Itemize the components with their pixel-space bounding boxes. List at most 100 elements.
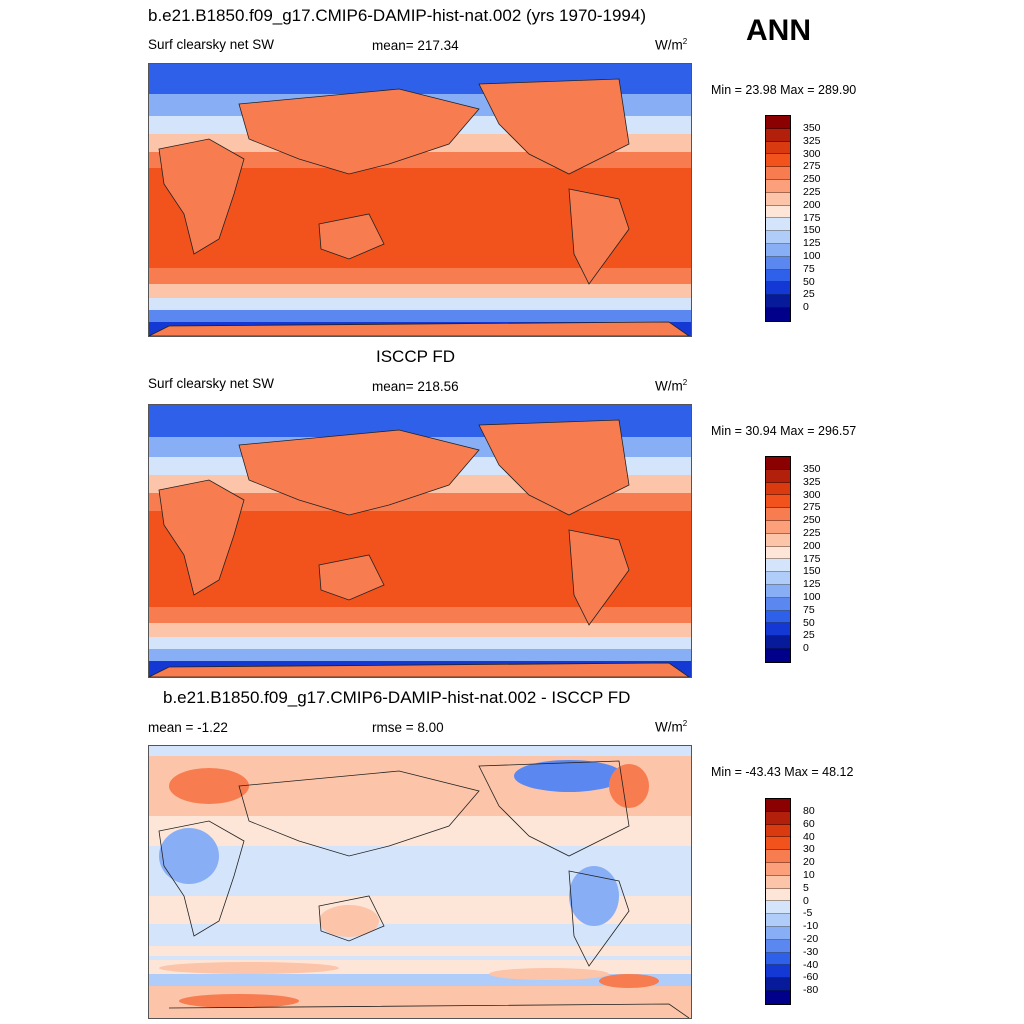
continent-africa (158, 479, 245, 596)
colorbar-tick-label: 250 (803, 514, 821, 527)
panel-1-land (149, 78, 690, 336)
colorbar-tick-label: 325 (803, 475, 821, 488)
colorbar-swatch (766, 914, 790, 927)
continent-south-america (568, 870, 630, 967)
continent-antarctica (149, 321, 690, 336)
colorbar-swatch (766, 282, 790, 296)
colorbar-swatch (766, 850, 790, 863)
continent-antarctica (168, 1003, 690, 1018)
panel-1-map (148, 63, 692, 337)
colorbar-tick-label: 275 (803, 160, 821, 173)
colorbar-swatch (766, 533, 790, 547)
colorbar-swatch (766, 965, 790, 979)
colorbar-tick-label: 75 (803, 603, 815, 616)
colorbar-tick-label: 80 (803, 805, 815, 817)
colorbar-tick-label: 25 (803, 629, 815, 642)
panel-3-map (148, 745, 692, 1019)
continent-africa (158, 820, 245, 937)
colorbar-tick-label: -60 (803, 971, 819, 984)
continent-asia (238, 770, 480, 857)
continent-asia (238, 88, 480, 175)
colorbar-tick-label: 20 (803, 856, 815, 869)
colorbar-tick-label: 100 (803, 250, 821, 262)
panel-2-minmax: Min = 30.94 Max = 296.57 (711, 424, 857, 438)
colorbar-swatch (766, 469, 790, 483)
colorbar-swatch (766, 218, 790, 232)
colorbar-tick-label: 0 (803, 301, 809, 314)
colorbar-swatch (766, 837, 790, 851)
colorbar-tick-label: 200 (803, 198, 821, 211)
panel-3-colorbar (765, 798, 791, 1005)
colorbar-tick-label: 275 (803, 501, 821, 514)
continent-australia (318, 554, 385, 601)
colorbar-tick-label: 325 (803, 134, 821, 147)
colorbar-tick-label: 350 (803, 463, 821, 475)
panel-3-title: b.e21.B1850.f09_g17.CMIP6-DAMIP-hist-nat… (163, 688, 631, 707)
colorbar-swatch (766, 952, 790, 966)
panel-1-colorbar (765, 115, 791, 322)
colorbar-tick-label: 75 (803, 262, 815, 275)
continent-australia (318, 895, 385, 942)
colorbar-swatch (766, 978, 790, 991)
colorbar-tick-label: 225 (803, 527, 821, 539)
colorbar-tick-label: 125 (803, 237, 821, 250)
colorbar-swatch (766, 205, 790, 219)
panel-2-map-svg (149, 405, 691, 677)
colorbar-tick-label: 30 (803, 843, 815, 856)
panel-1-title: b.e21.B1850.f09_g17.CMIP6-DAMIP-hist-nat… (148, 6, 646, 25)
colorbar-tick-label: 25 (803, 288, 815, 301)
colorbar-swatch (766, 862, 790, 876)
panel-2-map (148, 404, 692, 678)
colorbar-swatch (766, 179, 790, 193)
colorbar-tick-label: 225 (803, 186, 821, 198)
colorbar-swatch (766, 799, 790, 812)
colorbar-tick-label: 5 (803, 881, 809, 894)
colorbar-swatch (766, 457, 790, 470)
colorbar-swatch (766, 648, 790, 662)
colorbar-swatch (766, 584, 790, 598)
continent-south-america (568, 188, 630, 285)
colorbar-tick-label: 50 (803, 616, 815, 629)
colorbar-swatch (766, 482, 790, 496)
colorbar-tick-label: 150 (803, 565, 821, 578)
colorbar-tick-label: -80 (803, 984, 819, 997)
colorbar-tick-label: 300 (803, 488, 821, 501)
panel-1-units: W/m2 (655, 37, 688, 53)
panel-2-title: ISCCP FD (376, 347, 456, 366)
colorbar-tick-label: -20 (803, 933, 819, 945)
colorbar-swatch (766, 192, 790, 206)
colorbar-swatch (766, 495, 790, 509)
colorbar-swatch (766, 875, 790, 889)
colorbar-tick-label: 10 (803, 869, 815, 881)
colorbar-tick-label: -30 (803, 945, 819, 958)
season-label: ANN (746, 14, 811, 47)
colorbar-tick-label: 40 (803, 830, 815, 843)
colorbar-swatch (766, 269, 790, 283)
colorbar-tick-label: 350 (803, 122, 821, 134)
panel-2-colorbar (765, 456, 791, 663)
colorbar-swatch (766, 508, 790, 521)
colorbar-swatch (766, 990, 790, 1004)
colorbar-tick-label: 300 (803, 147, 821, 160)
continent-australia (318, 213, 385, 260)
colorbar-swatch (766, 597, 790, 611)
colorbar-tick-label: 200 (803, 539, 821, 552)
colorbar-swatch (766, 926, 790, 940)
colorbar-swatch (766, 116, 790, 129)
colorbar-swatch (766, 546, 790, 560)
colorbar-swatch (766, 901, 790, 915)
colorbar-tick-label: 100 (803, 591, 821, 603)
continent-africa (158, 138, 245, 255)
colorbar-swatch (766, 559, 790, 573)
continent-north-america (478, 760, 630, 857)
colorbar-swatch (766, 520, 790, 534)
panel-1-map-svg (149, 64, 691, 336)
colorbar-tick-label: 175 (803, 211, 821, 224)
panel-2-land (149, 419, 690, 677)
colorbar-tick-label: 250 (803, 173, 821, 186)
colorbar-tick-label: 60 (803, 817, 815, 830)
colorbar-tick-label: 50 (803, 275, 815, 288)
colorbar-swatch (766, 256, 790, 270)
panel-1-mean-label: mean= 217.34 (372, 38, 459, 53)
continent-antarctica (149, 662, 690, 677)
